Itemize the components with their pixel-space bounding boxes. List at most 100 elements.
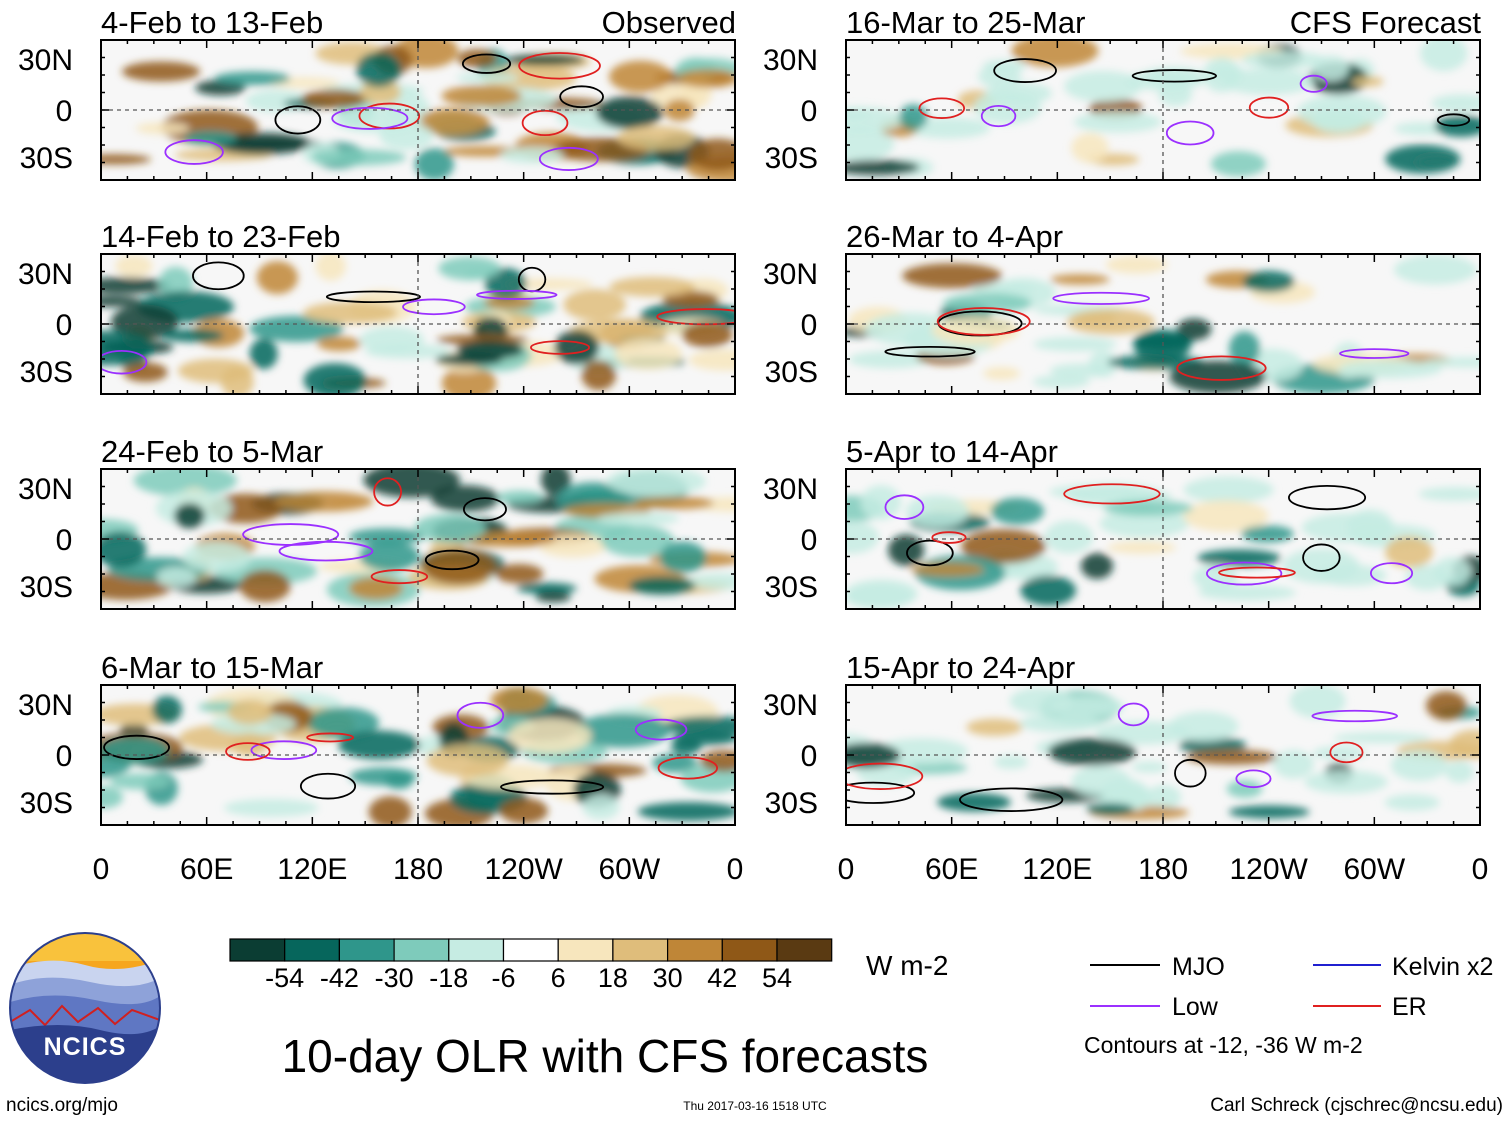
anomaly-blob bbox=[990, 497, 1045, 525]
anomaly-blob bbox=[596, 96, 663, 129]
contour-line bbox=[274, 105, 322, 135]
anomaly-blob bbox=[1050, 274, 1110, 285]
panel-title: 4-Feb to 13-Feb bbox=[101, 5, 323, 40]
anomaly-blob bbox=[606, 469, 706, 497]
contour-line bbox=[936, 307, 1031, 336]
contour-line bbox=[1339, 348, 1410, 359]
anomaly-blob bbox=[608, 60, 672, 93]
anomaly-blob bbox=[438, 256, 501, 281]
anomaly-blob bbox=[441, 85, 522, 107]
anomaly-blob bbox=[1158, 82, 1193, 107]
y-tick-label: 30S bbox=[20, 787, 73, 820]
map-panel-8: 15-Apr to 24-Apr 30N 0 30S bbox=[763, 650, 1481, 826]
anomaly-blob bbox=[1168, 711, 1239, 742]
colorbar-label: -54 bbox=[265, 963, 304, 993]
map-panel-1: 4-Feb to 13-Feb Observed 30N 0 30S bbox=[18, 5, 736, 181]
anomaly-blob bbox=[1169, 360, 1266, 394]
y-tick-label: 30S bbox=[765, 142, 818, 175]
x-tick-label: 60W bbox=[598, 853, 660, 886]
contour-line bbox=[225, 742, 271, 761]
x-tick-label: 60W bbox=[1343, 853, 1405, 886]
olr-anomaly-field bbox=[101, 469, 735, 608]
anomaly-blob bbox=[634, 496, 714, 510]
contour-line bbox=[1052, 291, 1150, 305]
anomaly-blob bbox=[1011, 40, 1099, 68]
legend-mjo-label: MJO bbox=[1172, 953, 1225, 981]
anomaly-blob bbox=[363, 469, 461, 498]
y-tick-label: 0 bbox=[56, 524, 73, 557]
olr-anomaly-field bbox=[846, 476, 1480, 609]
colorbar-label: -18 bbox=[429, 963, 468, 993]
y-tick-label: 0 bbox=[801, 740, 818, 773]
y-tick-label: 30S bbox=[20, 142, 73, 175]
colorbar-segment bbox=[666, 938, 723, 962]
anomaly-blob bbox=[1418, 487, 1480, 501]
anomaly-blob bbox=[688, 138, 735, 171]
anomaly-blob bbox=[508, 718, 592, 754]
anomaly-blob bbox=[860, 485, 902, 520]
anomaly-blob bbox=[581, 360, 617, 391]
contour-line bbox=[1311, 709, 1398, 723]
panel-title: 26-Mar to 4-Apr bbox=[846, 219, 1063, 254]
y-tick-label: 30S bbox=[765, 356, 818, 389]
anomaly-blob bbox=[430, 485, 500, 512]
anomaly-blob bbox=[1049, 363, 1111, 378]
anomaly-blob bbox=[982, 367, 1021, 380]
anomaly-blob bbox=[1433, 557, 1472, 586]
contour-line bbox=[1165, 120, 1215, 146]
olr-anomaly-field bbox=[846, 40, 1480, 177]
x-tick-label: 0 bbox=[93, 853, 110, 886]
anomaly-blob bbox=[597, 511, 680, 526]
anomaly-blob bbox=[101, 277, 170, 294]
author-credit: Carl Schreck (cjschrec@ncsu.edu) bbox=[1210, 1095, 1503, 1116]
contour-line bbox=[656, 308, 735, 326]
anomaly-blob bbox=[1107, 355, 1204, 370]
anomaly-blob bbox=[368, 796, 412, 825]
contour-line bbox=[521, 109, 569, 137]
contour-line bbox=[918, 97, 966, 119]
timestamp: Thu 2017-03-16 1518 UTC bbox=[683, 1099, 827, 1113]
contour-line bbox=[1206, 561, 1283, 586]
anomaly-blob bbox=[1107, 541, 1177, 554]
colorbar-units-label: W m-2 bbox=[866, 950, 948, 981]
anomaly-blob bbox=[652, 753, 698, 773]
colorbar-segment bbox=[612, 938, 669, 962]
contour-line bbox=[331, 106, 409, 130]
x-tick-label: 0 bbox=[1472, 853, 1489, 886]
anomaly-blob bbox=[435, 353, 503, 366]
y-tick-label: 0 bbox=[56, 740, 73, 773]
contour-line bbox=[462, 497, 507, 522]
panel-title: 14-Feb to 23-Feb bbox=[101, 219, 341, 254]
anomaly-blob bbox=[637, 802, 735, 821]
contour-line bbox=[980, 104, 1017, 128]
contour-line bbox=[358, 102, 421, 130]
anomaly-blob bbox=[582, 794, 620, 820]
contour-line bbox=[518, 52, 601, 80]
anomaly-blob bbox=[494, 563, 544, 584]
anomaly-blob bbox=[1445, 760, 1474, 783]
anomaly-blob bbox=[414, 513, 487, 543]
anomaly-blob bbox=[1425, 691, 1467, 721]
contour-line bbox=[634, 718, 688, 741]
anomaly-blob bbox=[899, 104, 928, 130]
anomaly-blob bbox=[1048, 738, 1137, 766]
anomaly-blob bbox=[961, 529, 1046, 564]
x-tick-label: 180 bbox=[393, 853, 443, 886]
panel-title: 15-Apr to 24-Apr bbox=[846, 650, 1075, 685]
anomaly-blob bbox=[540, 469, 571, 497]
map-panel-2: 14-Feb to 23-Feb 30N 0 30S bbox=[18, 219, 736, 395]
contour-line bbox=[1131, 69, 1217, 83]
contour-line bbox=[1329, 741, 1364, 764]
anomaly-blob bbox=[1186, 749, 1278, 765]
colorbar-segment bbox=[393, 938, 450, 962]
anomaly-blob bbox=[1393, 254, 1477, 285]
anomaly-blob bbox=[1384, 794, 1440, 811]
anomaly-blob bbox=[1241, 51, 1327, 69]
contour-line bbox=[500, 779, 605, 795]
website-link[interactable]: ncics.org/mjo bbox=[6, 1095, 118, 1116]
colorbar-label: 30 bbox=[653, 963, 683, 993]
contour-line bbox=[456, 701, 505, 729]
anomaly-blob bbox=[664, 716, 735, 736]
anomaly-blob bbox=[301, 89, 368, 109]
